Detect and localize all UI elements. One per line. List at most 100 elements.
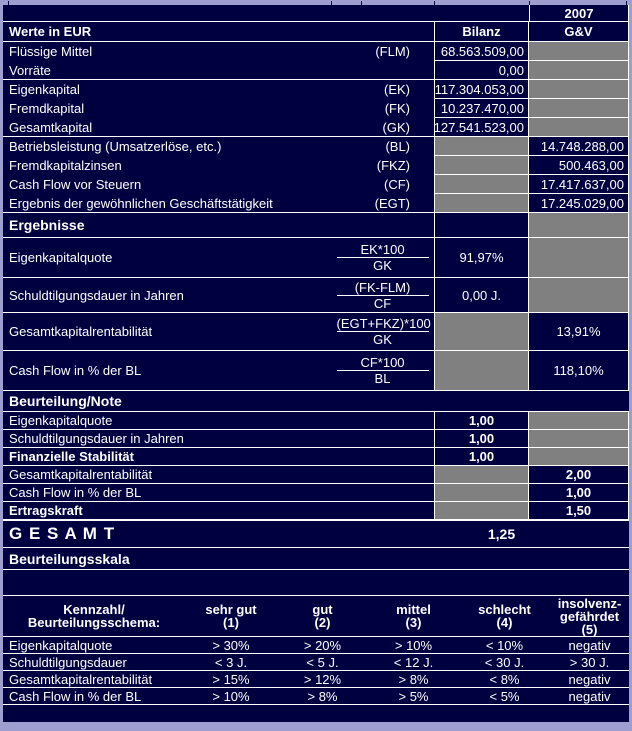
formula-numerator: EK*100 [336,242,429,258]
formula-fraction: EK*100 GK [331,238,434,277]
header-line: sehr gut [205,602,257,617]
gv-disabled-cell [529,118,629,136]
scale-col-header-sehr-gut: sehr gut (1) [185,596,277,636]
bilanz-disabled-cell [434,502,529,519]
scale-header-row: Kennzahl/ Beurteilungsschema: sehr gut (… [3,596,629,637]
row-code: (EGT) [374,195,410,211]
row-code: (FLM) [375,44,410,59]
scale-cell: negativ [568,671,611,687]
spacer [331,448,434,465]
header-line: (3) [405,615,422,630]
scale-cell: > 5% [398,688,429,704]
gv-value-cell[interactable]: 14.748.288,00 [529,137,629,156]
gv-value-cell[interactable]: 2,00 [529,466,629,483]
scale-cell: > 30 J. [569,654,610,670]
top-edge [3,0,629,5]
section-title: Beurteilungsskala [9,550,130,567]
bilanz-value-cell[interactable]: 1,00 [434,412,529,429]
spacer [3,570,629,595]
row-label: Vorräte [9,62,51,78]
gv-value-cell[interactable]: 17.417.637,00 [529,175,629,194]
row-code: (FK) [384,101,410,116]
gv-value-cell[interactable]: 118,10% [529,351,629,390]
bilanz-value-cell[interactable]: 68.563.509,00 [434,42,529,61]
scale-cell: > 10% [212,688,250,704]
header-line: schlecht [478,602,531,617]
scale-cell: > 8% [307,688,338,704]
section-header-ergebnisse: Ergebnisse [3,213,629,238]
formula-denominator: GK [373,258,392,273]
spacer [331,466,434,483]
row-label: Schuldtilgungsdauer in Jahren [9,431,184,446]
row-label: Betriebsleistung (Umsatzerlöse, etc.) [9,139,222,154]
ratio-row-schuldtilgungsdauer: Schuldtilgungsdauer in Jahren (FK-FLM) C… [3,278,629,313]
row-label: Eigenkapital [9,82,80,97]
row-cash-flow-vor-steuern: Cash Flow vor Steuern (CF) 17.417.637,00 [3,175,629,194]
scale-cell: < 5% [489,688,520,704]
gv-disabled-cell [529,61,629,79]
gv-disabled-cell [529,213,629,237]
gv-value-cell[interactable]: 500.463,00 [529,156,629,175]
scale-cell: > 30% [212,637,250,653]
bilanz-value-cell[interactable]: 10.237.470,00 [434,99,529,118]
header-line: (1) [223,615,239,630]
row-fremdkapital: Fremdkapital (FK) 10.237.470,00 [3,99,629,118]
gv-value-cell[interactable]: 1,00 [529,484,629,501]
row-label: Finanzielle Stabilität [9,449,134,464]
scale-cell: > 8% [398,671,429,687]
ratio-row-gesamtkapitalrentabilitaet: Gesamtkapitalrentabilität (EGT+FKZ)*100 … [3,313,629,351]
header-line: gut [312,602,333,617]
row-eigenkapital: Eigenkapital (EK) 117.304.053,00 [3,80,629,99]
bilanz-value-cell[interactable]: 1,00 [434,448,529,465]
scale-col-header-insolvenzgefaehrdet: insolvenz- gefährdet (5) [550,596,629,636]
spacer [331,22,434,41]
row-label: Fremdkapitalzinsen [9,158,122,173]
row-label: Flüssige Mittel [9,44,93,59]
scale-row-label: Schuldtilgungsdauer [9,654,127,670]
bilanz-value-cell[interactable]: 127.541.523,00 [434,118,529,136]
formula-denominator: BL [374,371,391,386]
row-code [331,61,434,79]
year-header: 2007 [529,5,629,21]
gv-value-cell[interactable]: 17.245.029,00 [529,194,629,212]
bilanz-disabled-cell [434,175,529,194]
bilanz-value-cell[interactable]: 117.304.053,00 [434,80,529,99]
column-tick [361,1,362,5]
row-code: (CF) [384,177,410,192]
formula-fraction: (EGT+FKZ)*100 GK [331,313,434,350]
spacer [331,484,434,501]
rating-scale-table: Kennzahl/ Beurteilungsschema: sehr gut (… [3,595,629,705]
row-label: Fremdkapital [9,101,85,116]
scale-cell: > 10% [394,637,433,653]
bilanz-value-cell[interactable]: 91,97% [434,238,529,277]
row-label: Eigenkapitalquote [9,413,113,428]
spacer [434,5,529,21]
note-row-ertragskraft: Ertragskraft 1,50 [3,502,629,520]
bilanz-value-cell[interactable]: 1,00 [434,430,529,447]
scale-cell: negativ [568,637,611,653]
header-line: insolvenz- [557,595,622,611]
gv-value-cell[interactable]: 13,91% [529,313,629,350]
gesamt-value: 1,25 [487,526,516,542]
gv-value-cell[interactable]: 1,50 [529,502,629,519]
scale-row-eigenkapitalquote: Eigenkapitalquote > 30% > 20% > 10% < 10… [3,637,629,654]
bilanz-value-cell[interactable]: 0,00 J. [434,278,529,312]
scale-cell: < 10% [485,637,524,653]
row-label: Gesamtkapital [9,119,93,135]
bilanz-disabled-cell [434,156,529,175]
scale-row-cash-flow-prozent: Cash Flow in % der BL > 10% > 8% > 5% < … [3,688,629,705]
ratio-row-eigenkapitalquote: Eigenkapitalquote EK*100 GK 91,97% [3,238,629,278]
row-label: Gesamtkapitalrentabilität [9,324,153,339]
scale-cell: < 8% [489,671,520,687]
bilanz-column-header: Bilanz [434,22,529,41]
scale-col-header-mittel: mittel (3) [368,596,459,636]
scale-row-label: Gesamtkapitalrentabilität [9,671,153,687]
formula-numerator: (EGT+FKZ)*100 [336,316,431,332]
bilanz-value-cell[interactable]: 0,00 [434,61,529,79]
scale-col-header-gut: gut (2) [277,596,368,636]
formula-fraction: (FK-FLM) CF [331,278,434,312]
header-line: Kennzahl/ [63,602,125,617]
row-label: Ergebnis der gewöhnlichen Geschäftstätig… [9,195,273,211]
row-vorraete: Vorräte 0,00 [3,61,629,80]
row-betriebsleistung: Betriebsleistung (Umsatzerlöse, etc.) (B… [3,137,629,156]
